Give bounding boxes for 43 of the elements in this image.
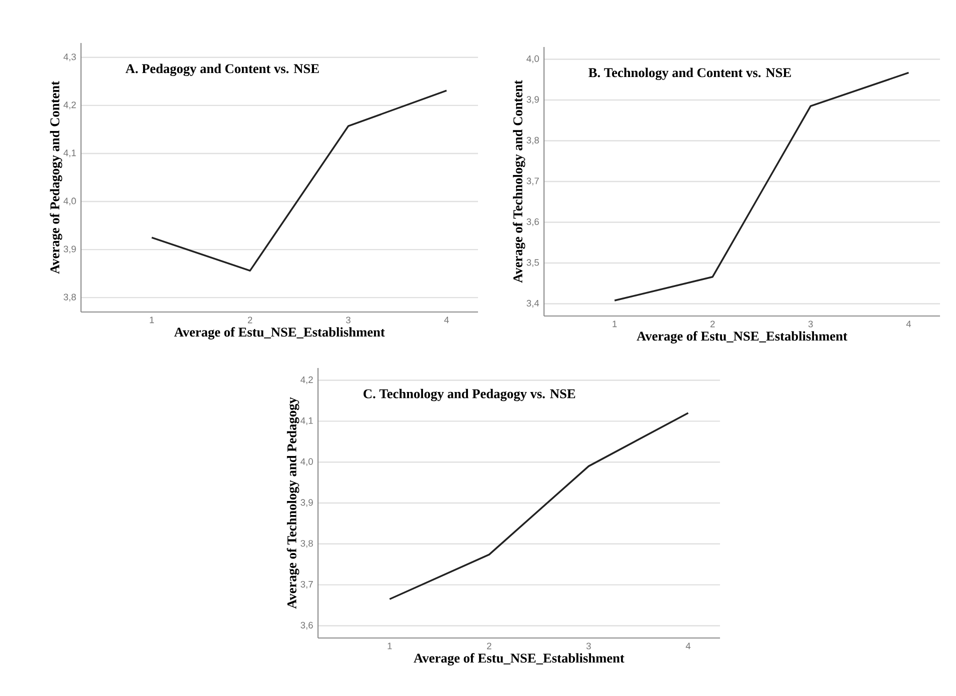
y-axis-title: Average of Pedagogy and Content [50,81,62,274]
y-tick-label: 4,0 [300,458,313,466]
text: B. Technology and Content vs. NSE [588,68,791,80]
y-tick-label: 4,0 [526,55,539,64]
x-tick-label: 4 [444,316,449,324]
x-tick-label: 1 [612,320,617,328]
x-tick-label: 2 [710,320,715,328]
text: C. Technology and Pedagogy vs. NSE [364,388,576,402]
y-tick-label: 4,1 [64,150,76,158]
x-axis-title: Average of Estu_NSE_Establishment [174,327,385,340]
y-tick-label: 3,8 [300,540,313,548]
y-tick-label: 4,3 [64,54,76,62]
y-tick-label: 4,1 [300,417,313,425]
y-tick-label: 3,5 [526,259,539,267]
x-tick-label: 3 [586,642,591,650]
y-tick-label: 3,9 [526,96,539,104]
y-axis-title: Average of Technology and Content [512,80,526,283]
y-tick-label: 3,7 [526,178,539,186]
x-axis-title: Average of Estu_NSE_Establishment [636,331,848,344]
x-tick-label: 3 [346,316,350,324]
y-tick-label: 4,0 [64,198,76,206]
y-tick-label: 3,7 [300,580,313,589]
x-tick-label: 1 [150,316,154,324]
line-series [150,90,448,272]
x-tick-label: 4 [906,320,911,328]
y-tick-label: 4,2 [64,102,76,110]
x-tick-label: 1 [388,642,392,650]
y-tick-label: 4,2 [300,376,313,384]
y-tick-label: 3,9 [64,246,76,254]
y-tick-label: 3,8 [526,136,539,145]
x-tick-label: 3 [808,320,813,328]
y-axis-title: Average of Technology and Pedagogy [286,397,300,609]
x-tick-label: 4 [686,642,690,650]
y-tick-label: 3,8 [64,294,76,302]
y-tick-label: 3,6 [300,622,313,630]
y-tick-label: 3,9 [300,499,313,507]
x-tick-label: 2 [248,316,252,324]
y-tick-label: 3,6 [526,218,539,226]
x-axis-title: Average of Estu_NSE_Establishment [414,653,624,666]
line-series [388,412,690,600]
y-tick-label: 3,4 [526,300,540,308]
text: A. Pedagogy and Content vs. NSE [126,64,319,76]
x-tick-label: 2 [487,642,492,650]
